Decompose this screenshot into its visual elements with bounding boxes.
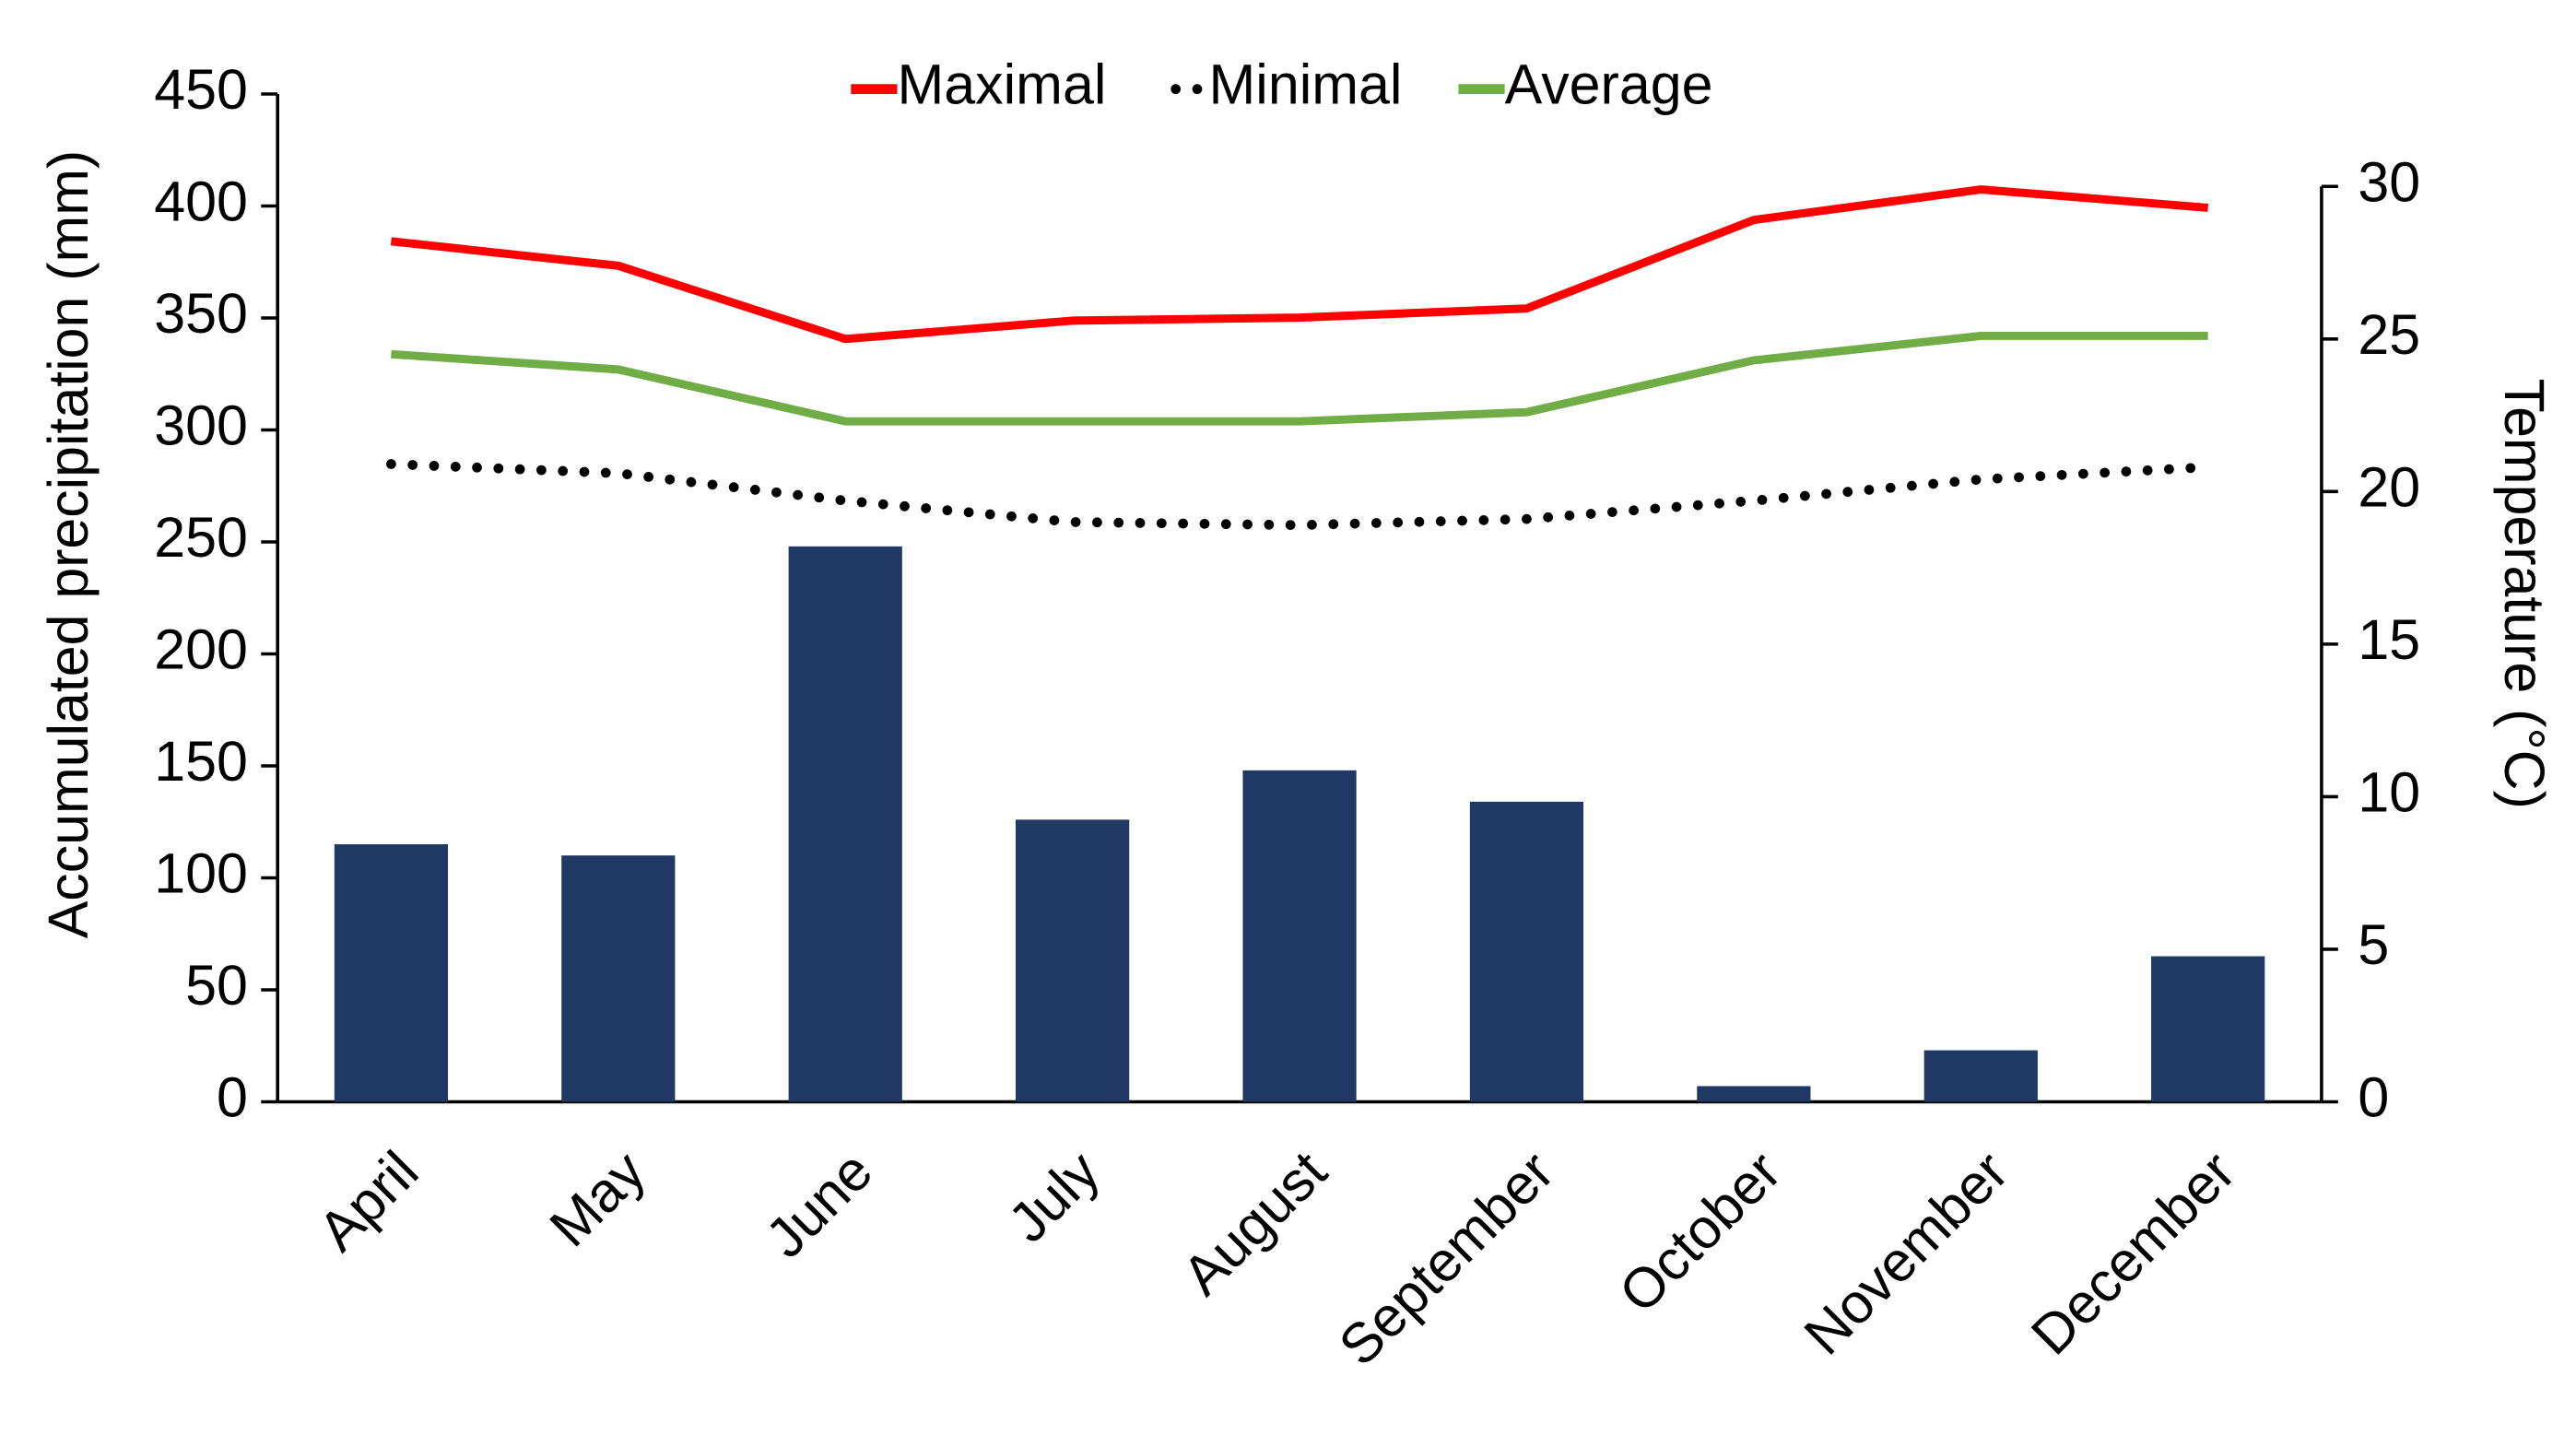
y-tick-label: 200 [154,618,248,681]
x-tick-label: October [1607,1139,1793,1324]
x-tick-label: August [1170,1139,1338,1307]
x-tick-label: May [537,1139,657,1259]
x-tick-label: September [1327,1139,1566,1377]
y2-tick-label: 20 [2358,455,2420,518]
y-axis-label: Accumulated precipitation (mm) [37,150,100,938]
legend-label: Average [1505,53,1713,116]
y2-tick-label: 5 [2358,913,2389,976]
bar [334,844,449,1102]
y2-tick-label: 10 [2358,761,2420,824]
bar [1016,819,1130,1102]
y2-tick-label: 0 [2358,1066,2389,1129]
y-tick-label: 450 [154,58,248,121]
y-tick-label: 150 [154,730,248,793]
x-tick-label: December [2019,1139,2247,1366]
y-tick-label: 250 [154,506,248,569]
x-tick-label: April [306,1139,429,1263]
legend-label: Minimal [1209,53,1403,116]
y2-axis-label: Temperature (°C) [2493,379,2556,809]
y2-tick-label: 15 [2358,608,2420,671]
bar [561,855,676,1102]
bar [1242,770,1357,1102]
bar [788,546,902,1102]
legend-label: Maximal [897,53,1106,116]
bar [1469,801,1584,1102]
x-tick-label: June [754,1139,885,1269]
bar [1697,1086,1811,1102]
y-tick-label: 100 [154,842,248,905]
y-tick-label: 300 [154,394,248,457]
bar [2151,956,2265,1102]
y2-tick-label: 30 [2358,150,2420,213]
bar [1923,1050,2038,1102]
line-series [390,185,2209,344]
y-tick-label: 50 [185,954,248,1017]
line-series [386,459,2214,531]
x-tick-label: July [996,1139,1112,1254]
x-tick-label: November [1792,1139,2019,1366]
y-tick-label: 0 [217,1066,248,1129]
y-tick-label: 400 [154,171,248,233]
y-tick-label: 350 [154,282,248,345]
line-series [391,331,2208,426]
y2-tick-label: 25 [2358,303,2420,366]
